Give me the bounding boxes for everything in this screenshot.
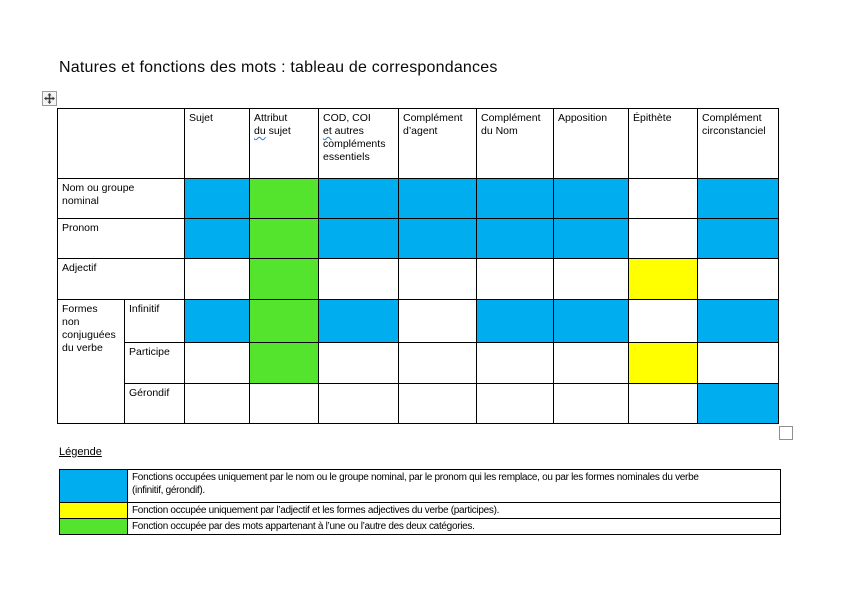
matrix-cell [318, 258, 399, 300]
matrix-cell [476, 258, 554, 300]
matrix-cell [184, 218, 250, 259]
matrix-cell [697, 218, 779, 259]
matrix-cell [318, 342, 399, 384]
matrix-cell [249, 383, 319, 424]
matrix-cell [476, 383, 554, 424]
table-row-gerondif: Gérondif [58, 383, 779, 424]
matrix-cell [553, 178, 629, 219]
row-label-gerondif: Gérondif [124, 383, 185, 424]
legend-text-green: Fonction occupée par des mots appartenan… [127, 518, 781, 535]
matrix-cell [184, 383, 250, 424]
matrix-cell [318, 178, 399, 219]
row-label-nom-ou-groupe-nominal: Nom ou groupe nominal [57, 178, 185, 219]
legend-table: Fonctions occupées uniquement par le nom… [59, 469, 781, 535]
matrix-cell [398, 178, 477, 219]
column-header-apposition: Apposition [553, 108, 629, 179]
legend-swatch-green [59, 518, 128, 535]
matrix-cell [184, 342, 250, 384]
correspondence-table: Sujet Attribut du sujet COD, COI et autr… [57, 108, 779, 424]
legend-title: Légende [59, 446, 102, 458]
row-label-participe: Participe [124, 342, 185, 384]
matrix-cell [553, 383, 629, 424]
table-resize-handle[interactable] [779, 426, 793, 440]
matrix-cell [249, 342, 319, 384]
legend-row-yellow: Fonction occupée uniquement par l’adject… [59, 502, 781, 519]
spellcheck-squiggle-word: du [254, 125, 266, 138]
column-header-cod-coi: COD, COI et autres compléments essentiel… [318, 108, 399, 179]
header-text: autres compléments essentiels [323, 125, 386, 164]
matrix-cell [553, 342, 629, 384]
matrix-cell [398, 258, 477, 300]
column-header-epithete: Épithète [628, 108, 698, 179]
matrix-cell [697, 178, 779, 219]
column-header-attribut-du-sujet: Attribut du sujet [249, 108, 319, 179]
matrix-cell [697, 299, 779, 343]
table-row-participe: Participe [58, 342, 779, 384]
legend-swatch-blue [59, 469, 128, 503]
matrix-cell [553, 299, 629, 343]
column-header-complement-circonstanciel: Complément circonstanciel [697, 108, 779, 179]
matrix-cell [249, 218, 319, 259]
header-text: COD, COI [323, 112, 371, 124]
matrix-cell [398, 342, 477, 384]
matrix-cell [184, 299, 250, 343]
legend-row-blue: Fonctions occupées uniquement par le nom… [59, 469, 781, 503]
matrix-cell [697, 383, 779, 424]
matrix-cell [476, 178, 554, 219]
header-row: Sujet Attribut du sujet COD, COI et autr… [57, 108, 779, 179]
matrix-cell [628, 383, 698, 424]
matrix-cell [553, 258, 629, 300]
matrix-cell [318, 218, 399, 259]
matrix-cell [249, 178, 319, 219]
matrix-cell [318, 299, 399, 343]
matrix-cell [184, 178, 250, 219]
spellcheck-squiggle-word: et [323, 125, 332, 138]
move-icon [44, 93, 55, 104]
matrix-cell [553, 218, 629, 259]
matrix-cell [249, 299, 319, 343]
row-label-infinitif: Infinitif [124, 299, 185, 343]
matrix-cell [628, 178, 698, 219]
matrix-cell [628, 299, 698, 343]
matrix-cell [318, 383, 399, 424]
matrix-cell [398, 218, 477, 259]
legend-text-blue: Fonctions occupées uniquement par le nom… [127, 469, 781, 503]
matrix-cell [628, 218, 698, 259]
table-move-handle[interactable] [42, 91, 57, 106]
legend-text-yellow: Fonction occupée uniquement par l’adject… [127, 502, 781, 519]
matrix-cell [697, 342, 779, 384]
matrix-cell [476, 342, 554, 384]
document-title: Natures et fonctions des mots : tableau … [59, 59, 498, 76]
header-text: sujet [265, 125, 291, 138]
matrix-cell [476, 299, 554, 343]
row-group-label-formes-non-conjuguees: Formes non conjuguées du verbe [57, 299, 125, 424]
matrix-cell [398, 299, 477, 343]
table-row-nom-ou-groupe-nominal: Nom ou groupe nominal [57, 178, 779, 219]
column-header-complement-agent: Complément d’agent [398, 108, 477, 179]
column-header-complement-du-nom: Complément du Nom [476, 108, 554, 179]
table-row-pronom: Pronom [57, 218, 779, 259]
matrix-cell [249, 258, 319, 300]
legend-swatch-yellow [59, 502, 128, 519]
table-row-adjectif: Adjectif [57, 258, 779, 300]
matrix-cell [628, 342, 698, 384]
legend-row-green: Fonction occupée par des mots appartenan… [59, 518, 781, 535]
row-label-adjectif: Adjectif [57, 258, 185, 300]
row-label-pronom: Pronom [57, 218, 185, 259]
matrix-cell [628, 258, 698, 300]
matrix-cell [184, 258, 250, 300]
column-header-sujet: Sujet [184, 108, 250, 179]
header-text: Attribut [254, 112, 288, 124]
corner-cell [57, 108, 185, 179]
matrix-cell [398, 383, 477, 424]
matrix-cell [697, 258, 779, 300]
matrix-cell [476, 218, 554, 259]
table-row-infinitif: Formes non conjuguées du verbe Infinitif [57, 299, 779, 424]
